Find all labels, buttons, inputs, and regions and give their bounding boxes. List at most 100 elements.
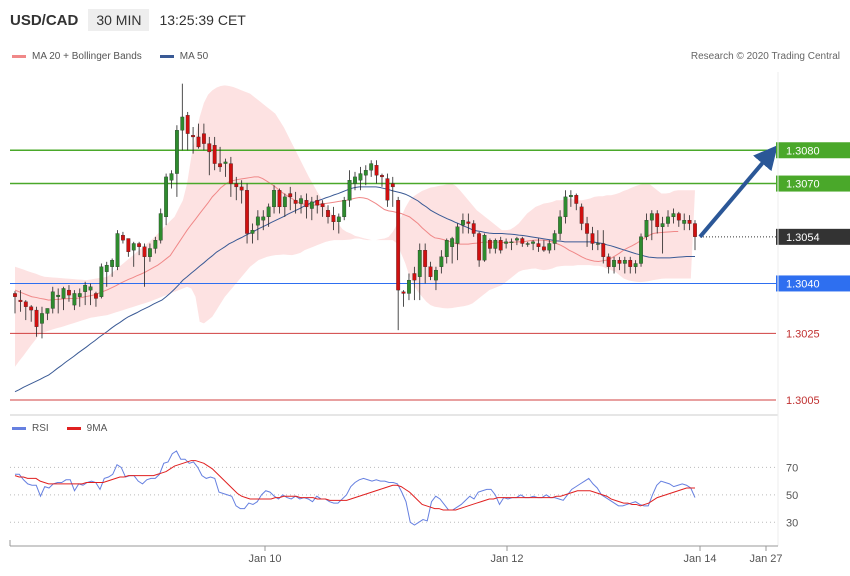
candle-body bbox=[531, 241, 535, 244]
candle bbox=[272, 185, 276, 214]
candle bbox=[255, 210, 260, 241]
candle-body bbox=[23, 301, 28, 307]
candle-body bbox=[207, 143, 212, 153]
candle bbox=[477, 231, 482, 267]
candle bbox=[207, 136, 212, 176]
candle bbox=[693, 220, 697, 251]
candle-body bbox=[29, 306, 34, 311]
candle-body bbox=[493, 240, 498, 249]
candle bbox=[282, 193, 287, 217]
candle-body bbox=[585, 223, 589, 234]
legend-9ma-label: 9MA bbox=[86, 423, 108, 434]
candle bbox=[121, 231, 125, 244]
candle bbox=[390, 176, 395, 207]
candle-body bbox=[649, 213, 654, 221]
candle bbox=[595, 230, 600, 251]
candle-body bbox=[336, 216, 341, 222]
candle-body bbox=[520, 238, 525, 244]
candle-body bbox=[94, 293, 98, 299]
candle bbox=[374, 160, 379, 184]
candle bbox=[601, 230, 606, 264]
candle-body bbox=[434, 269, 438, 281]
bollinger-swatch bbox=[12, 55, 26, 58]
candle-body bbox=[196, 136, 201, 148]
candle-body bbox=[606, 256, 611, 267]
legend-bollinger-label: MA 20 + Bollinger Bands bbox=[32, 51, 142, 62]
candle bbox=[299, 195, 303, 214]
rsi-ma-swatch bbox=[66, 427, 81, 430]
candle bbox=[434, 266, 438, 291]
candle-body bbox=[304, 200, 309, 208]
candle-body bbox=[175, 130, 179, 174]
candle bbox=[110, 258, 115, 277]
candle bbox=[353, 171, 357, 191]
candle-body bbox=[612, 259, 616, 267]
candle bbox=[196, 123, 201, 149]
candle-body bbox=[223, 161, 228, 164]
candle-body bbox=[536, 243, 541, 247]
candle-body bbox=[568, 195, 573, 198]
candle-body bbox=[158, 213, 163, 241]
candle bbox=[401, 290, 406, 307]
candle bbox=[115, 230, 120, 271]
candle bbox=[45, 308, 50, 321]
candle-body bbox=[282, 196, 287, 208]
candle-body bbox=[34, 309, 39, 327]
candle-body bbox=[342, 200, 347, 218]
candle-body bbox=[288, 193, 293, 198]
candle bbox=[639, 233, 643, 267]
resistance-label-bg bbox=[776, 142, 850, 159]
candle bbox=[417, 243, 422, 301]
candle-body bbox=[644, 220, 649, 237]
candle-body bbox=[541, 246, 546, 251]
candle-body bbox=[639, 236, 643, 264]
candle bbox=[191, 126, 195, 154]
time-label: 13:25:39 CET bbox=[159, 12, 246, 28]
candles bbox=[13, 83, 697, 339]
candle-body bbox=[412, 273, 417, 281]
candle bbox=[293, 191, 298, 214]
candle bbox=[590, 226, 595, 251]
candle-body bbox=[525, 243, 530, 245]
timeframe-badge[interactable]: 30 MIN bbox=[88, 9, 150, 31]
candle bbox=[88, 283, 93, 306]
candle bbox=[13, 291, 17, 314]
candle bbox=[525, 241, 530, 247]
candle-body bbox=[164, 176, 169, 218]
candle bbox=[23, 300, 28, 321]
candle-body bbox=[239, 186, 244, 191]
last-price-label-bg bbox=[776, 228, 850, 245]
candle-body bbox=[185, 115, 190, 134]
candle-body bbox=[358, 173, 363, 181]
candle-body bbox=[13, 293, 17, 297]
candle-body bbox=[482, 235, 487, 261]
time-axis: Jan 10 Jan 12 Jan 14 Jan 27 bbox=[9, 72, 783, 565]
candle-body bbox=[331, 215, 336, 223]
candle-body bbox=[401, 291, 406, 294]
pivot-label: 1.3040 bbox=[786, 278, 820, 290]
candle-body bbox=[277, 190, 282, 208]
candle-body bbox=[104, 264, 109, 272]
candle-body bbox=[142, 246, 147, 257]
candle-body bbox=[660, 223, 665, 227]
candle bbox=[412, 266, 417, 301]
candle bbox=[606, 253, 611, 274]
rsi-tick-label: 50 bbox=[786, 490, 798, 502]
candle-body bbox=[234, 183, 239, 188]
candle bbox=[407, 273, 411, 301]
candle-body bbox=[390, 183, 395, 188]
forecast-arrow-line bbox=[698, 145, 778, 239]
candle bbox=[137, 241, 142, 256]
candle-body bbox=[245, 190, 249, 234]
candle bbox=[153, 236, 158, 254]
candle bbox=[223, 158, 228, 177]
chart-header: USD/CAD 30 MIN 13:25:39 CET bbox=[10, 8, 246, 32]
candle bbox=[218, 146, 222, 172]
candle bbox=[612, 256, 616, 274]
candle-body bbox=[88, 286, 93, 291]
candle-body bbox=[423, 250, 428, 267]
time-tick-label: Jan 10 bbox=[248, 553, 281, 565]
legend-item-9ma: 9MA bbox=[66, 423, 108, 434]
candle bbox=[687, 215, 692, 231]
